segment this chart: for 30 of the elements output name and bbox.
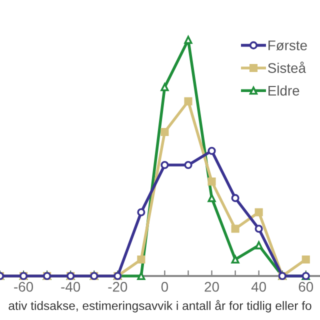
x-tick-label: 20	[204, 282, 219, 292]
point	[160, 128, 169, 136]
point	[184, 161, 192, 170]
legend-label: Første	[268, 40, 307, 50]
point	[208, 146, 216, 155]
x-tick-label: 40	[251, 282, 266, 292]
point	[231, 194, 240, 202]
point	[184, 97, 192, 106]
x-tick-label: -60	[14, 282, 34, 292]
point	[160, 83, 169, 92]
point	[160, 161, 169, 170]
x-tick-label: 0	[161, 282, 168, 292]
x-tick-label: -40	[61, 282, 80, 292]
point	[231, 224, 240, 233]
x-tick-label: -20	[108, 282, 128, 292]
point	[254, 241, 263, 250]
point	[208, 178, 216, 186]
point	[137, 272, 146, 280]
point	[137, 208, 146, 216]
point	[184, 36, 192, 44]
point	[208, 194, 216, 202]
point	[254, 224, 263, 233]
legend-label: Eldre	[268, 85, 300, 96]
point	[137, 255, 146, 264]
x-axis-title: ativ tidsakse, estimeringsavvik i antall år for tidlig eller fo	[8, 300, 312, 312]
point	[254, 208, 263, 216]
point	[302, 255, 310, 264]
point	[231, 255, 240, 264]
legend-label: Sisteå	[268, 62, 306, 73]
x-tick-label: 60	[298, 282, 314, 292]
